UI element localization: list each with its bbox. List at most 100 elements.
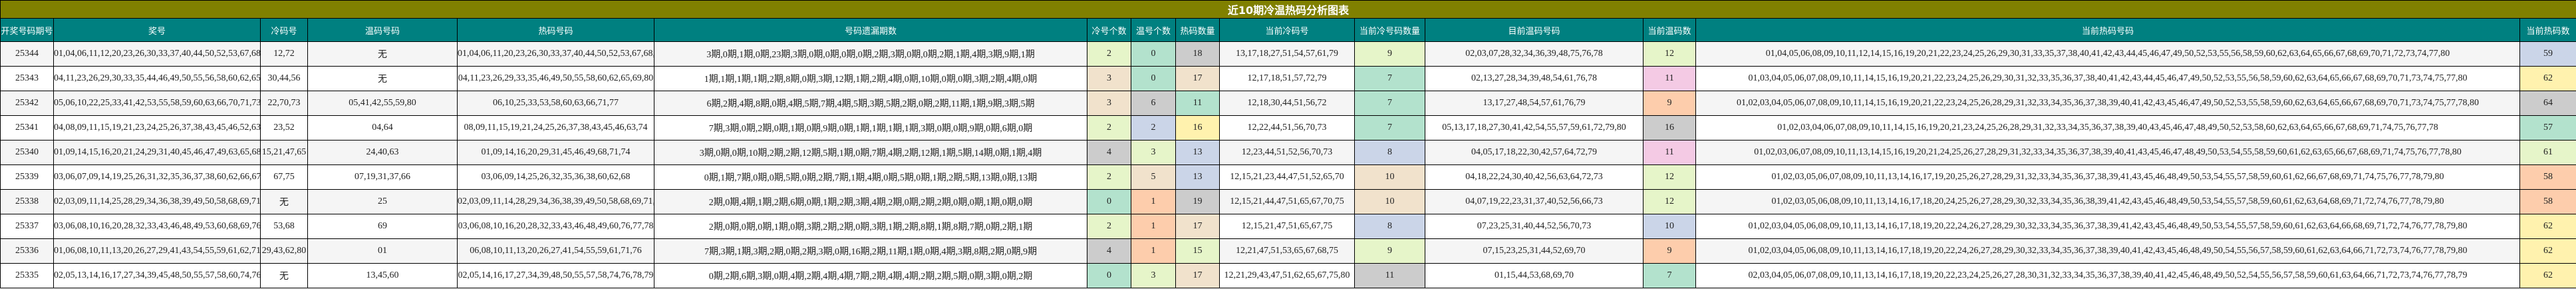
cold-numbers-cell: 无: [260, 263, 308, 288]
table-body: 25344 01,04,06,11,12,20,23,26,30,33,37,40…: [0, 41, 2576, 288]
miss-periods-cell: 7期,3期,0期,2期,0期,1期,0期,9期,0期,1期,1期,1期,1期,3…: [654, 115, 1087, 141]
table-row: 25336 01,06,08,10,11,13,20,26,27,29,41,43…: [0, 238, 2576, 264]
warm-numbers-cell: 25: [307, 189, 458, 214]
cold-numbers-cell: 29,43,62,80: [260, 238, 308, 264]
cold-numbers-cell: 53,68: [260, 214, 308, 239]
hot-count-cell: 13: [1175, 140, 1220, 165]
column-header[interactable]: 开奖号码期号: [0, 18, 54, 42]
column-header[interactable]: 当前热码数: [2519, 18, 2576, 42]
miss-periods-cell: 0期,2期,6期,3期,0期,4期,2期,4期,4期,7期,2期,4期,4期,2…: [654, 263, 1087, 288]
hot-numbers-cell: 04,11,23,26,29,33,35,46,49,50,55,58,60,6…: [457, 66, 654, 91]
warm-count-cell: 3: [1131, 263, 1176, 288]
current-cold-count-cell: 9: [1354, 41, 1425, 67]
cold-count-cell: 2: [1087, 214, 1131, 239]
current-warm-count-cell: 12: [1643, 41, 1696, 67]
cold-numbers-cell: 15,21,47,65: [260, 140, 308, 165]
column-header[interactable]: 温号个数: [1131, 18, 1176, 42]
period-cell: 25335: [0, 263, 54, 288]
hot-numbers-cell: 01,09,14,16,20,29,31,45,46,49,68,71,74: [457, 140, 654, 165]
warm-numbers-cell: 24,40,63: [307, 140, 458, 165]
column-header[interactable]: 号码遗漏期数: [654, 18, 1087, 42]
column-header[interactable]: 热码号码: [457, 18, 654, 42]
column-header[interactable]: 温码号码: [307, 18, 458, 42]
cold-numbers-cell: 22,70,73: [260, 91, 308, 116]
warm-count-cell: 3: [1131, 140, 1176, 165]
warm-count-cell: 6: [1131, 91, 1176, 116]
warm-numbers-cell: 05,41,42,55,59,80: [307, 91, 458, 116]
cold-count-cell: 0: [1087, 189, 1131, 214]
period-cell: 25336: [0, 238, 54, 264]
column-header[interactable]: 热码数量: [1175, 18, 1220, 42]
current-hot-count-cell: 58: [2519, 189, 2576, 214]
table-row: 25339 03,06,07,09,14,19,25,26,31,32,35,36…: [0, 164, 2576, 190]
miss-periods-cell: 7期,3期,1期,3期,2期,0期,2期,3期,0期,16期,2期,11期,1期…: [654, 238, 1087, 264]
period-cell: 25338: [0, 189, 54, 214]
hot-count-cell: 18: [1175, 41, 1220, 67]
miss-periods-cell: 2期,0期,0期,0期,1期,0期,3期,2期,2期,0期,3期,1期,2期,8…: [654, 214, 1087, 239]
column-header[interactable]: 当前热码号码: [1695, 18, 2520, 42]
table-row: 25340 01,09,14,15,16,20,21,24,29,31,40,45…: [0, 140, 2576, 165]
period-cell: 25337: [0, 214, 54, 239]
hot-numbers-cell: 08,09,11,15,19,21,24,25,26,37,38,43,45,4…: [457, 115, 654, 141]
column-header[interactable]: 奖号: [53, 18, 261, 42]
current-hot-numbers-cell: 01,02,03,04,05,06,07,08,09,10,11,14,15,1…: [1695, 91, 2520, 116]
miss-periods-cell: 3期,0期,0期,10期,2期,2期,12期,5期,1期,0期,7期,4期,2期…: [654, 140, 1087, 165]
warm-count-cell: 0: [1131, 41, 1176, 67]
current-hot-count-cell: 62: [2519, 66, 2576, 91]
current-warm-numbers-cell: 05,13,17,18,27,30,41,42,54,55,57,59,61,7…: [1425, 115, 1644, 141]
current-warm-numbers-cell: 07,23,25,31,40,44,52,56,70,73: [1425, 214, 1644, 239]
warm-count-cell: 1: [1131, 214, 1176, 239]
hot-numbers-cell: 03,06,09,14,25,26,32,35,36,38,60,62,68: [457, 164, 654, 190]
current-cold-count-cell: 7: [1354, 115, 1425, 141]
cold-count-cell: 2: [1087, 115, 1131, 141]
cold-numbers-cell: 67,75: [260, 164, 308, 190]
current-cold-numbers-cell: 12,18,30,44,51,56,72: [1219, 91, 1355, 116]
column-header[interactable]: 当前冷码号: [1219, 18, 1355, 42]
cold-count-cell: 4: [1087, 238, 1131, 264]
current-warm-count-cell: 9: [1643, 91, 1696, 116]
column-header[interactable]: 当前冷号码数量: [1354, 18, 1425, 42]
current-warm-numbers-cell: 04,18,22,24,30,40,42,56,63,64,72,73: [1425, 164, 1644, 190]
table-title: 近10期冷温热码分析图表: [0, 0, 2576, 19]
current-hot-numbers-cell: 01,02,03,04,05,06,08,09,10,11,13,14,16,1…: [1695, 238, 2520, 264]
warm-numbers-cell: 69: [307, 214, 458, 239]
table-row: 25341 04,08,09,11,15,19,21,23,24,25,26,37…: [0, 115, 2576, 141]
warm-count-cell: 1: [1131, 189, 1176, 214]
hot-numbers-cell: 02,03,09,11,14,28,29,34,36,38,39,49,50,5…: [457, 189, 654, 214]
hot-numbers-cell: 03,06,08,10,16,20,28,32,33,43,46,48,49,6…: [457, 214, 654, 239]
period-cell: 25340: [0, 140, 54, 165]
cold-count-cell: 2: [1087, 41, 1131, 67]
current-warm-count-cell: 9: [1643, 238, 1696, 264]
current-warm-numbers-cell: 01,15,44,53,68,69,70: [1425, 263, 1644, 288]
table-row: 25335 02,05,13,14,16,17,27,34,39,45,48,50…: [0, 263, 2576, 288]
miss-periods-cell: 6期,2期,4期,8期,0期,4期,5期,7期,4期,5期,3期,5期,2期,0…: [654, 91, 1087, 116]
current-warm-numbers-cell: 02,13,27,28,34,39,48,54,61,76,78: [1425, 66, 1644, 91]
current-warm-numbers-cell: 13,17,27,48,54,57,61,76,79: [1425, 91, 1644, 116]
current-cold-count-cell: 11: [1354, 263, 1425, 288]
current-hot-numbers-cell: 01,02,03,04,06,07,08,09,10,11,14,15,16,1…: [1695, 115, 2520, 141]
miss-periods-cell: 1期,1期,1期,1期,2期,8期,0期,3期,12期,1期,2期,4期,0期,…: [654, 66, 1087, 91]
current-cold-numbers-cell: 12,21,47,51,53,65,67,68,75: [1219, 238, 1355, 264]
current-warm-numbers-cell: 04,07,19,22,23,31,37,40,52,56,66,73: [1425, 189, 1644, 214]
column-header-row: 开奖号码期号 奖号 冷码号 温码号码 热码号码 号码遗漏期数 冷号个数 温号个数 热码数量 当前冷…: [0, 18, 2576, 42]
hot-numbers-cell: 06,08,10,11,13,20,26,27,41,54,55,59,61,7…: [457, 238, 654, 264]
period-cell: 25344: [0, 41, 54, 67]
current-hot-count-cell: 62: [2519, 263, 2576, 288]
column-header[interactable]: 冷码号: [260, 18, 308, 42]
warm-numbers-cell: 04,64: [307, 115, 458, 141]
column-header[interactable]: 当前温码数: [1643, 18, 1696, 42]
column-header[interactable]: 冷号个数: [1087, 18, 1131, 42]
period-cell: 25342: [0, 91, 54, 116]
current-warm-numbers-cell: 04,05,17,18,22,30,42,57,64,72,79: [1425, 140, 1644, 165]
current-warm-numbers-cell: 02,03,07,28,32,34,36,39,48,75,76,78: [1425, 41, 1644, 67]
current-warm-numbers-cell: 07,15,23,25,31,44,52,69,70: [1425, 238, 1644, 264]
cold-numbers-cell: 12,72: [260, 41, 308, 67]
cold-numbers-cell: 30,44,56: [260, 66, 308, 91]
draw-numbers-cell: 03,06,08,10,16,20,28,32,33,43,46,48,49,5…: [53, 214, 261, 239]
current-cold-count-cell: 9: [1354, 238, 1425, 264]
cold-count-cell: 3: [1087, 66, 1131, 91]
current-cold-count-cell: 7: [1354, 66, 1425, 91]
column-header[interactable]: 目前温码号码: [1425, 18, 1644, 42]
cold-count-cell: 4: [1087, 140, 1131, 165]
miss-periods-cell: 0期,1期,7期,0期,0期,5期,0期,2期,7期,1期,4期,0期,5期,0…: [654, 164, 1087, 190]
